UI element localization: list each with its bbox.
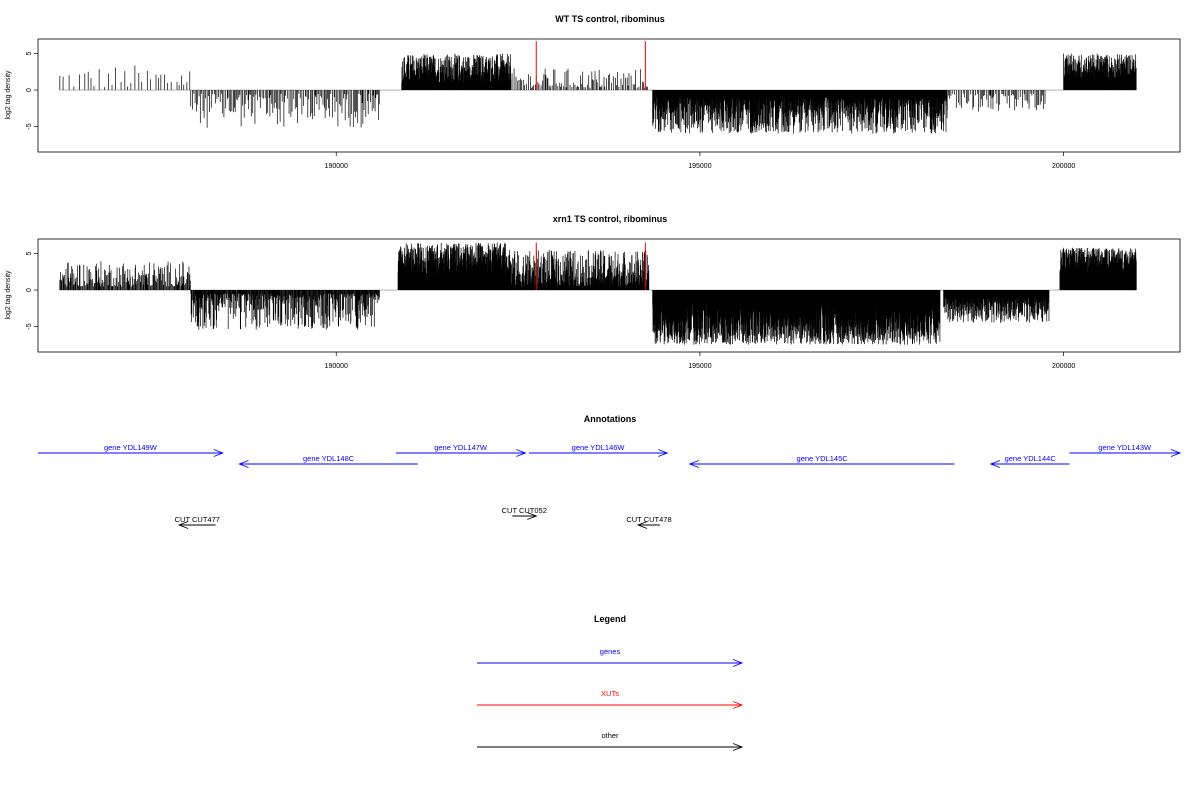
axes: 5 0 -5 190000 195000 200000 (26, 52, 1075, 170)
bar-group (59, 242, 1137, 345)
y-axis-label: log2 tag density (5, 70, 12, 120)
y-tick-label: -5 (26, 123, 33, 129)
bar-group (59, 41, 1137, 134)
panel-title: xrn1 TS control, ribominus (553, 214, 668, 224)
y-axis-label: log2 tag density (5, 270, 12, 320)
y-tick-label: 0 (26, 88, 33, 92)
y-tick-label: 5 (26, 52, 33, 56)
x-tick-label: 190000 (325, 163, 348, 170)
panel-wt: WT TS control, ribominus log2 tag densit… (5, 14, 1181, 170)
panel-title: WT TS control, ribominus (555, 14, 665, 24)
panel-xrn1: xrn1 TS control, ribominus log2 tag dens… (5, 214, 1181, 370)
x-tick-label: 200000 (1052, 163, 1075, 170)
plot-frame (37, 38, 1181, 153)
x-tick-label: 195000 (688, 163, 711, 170)
